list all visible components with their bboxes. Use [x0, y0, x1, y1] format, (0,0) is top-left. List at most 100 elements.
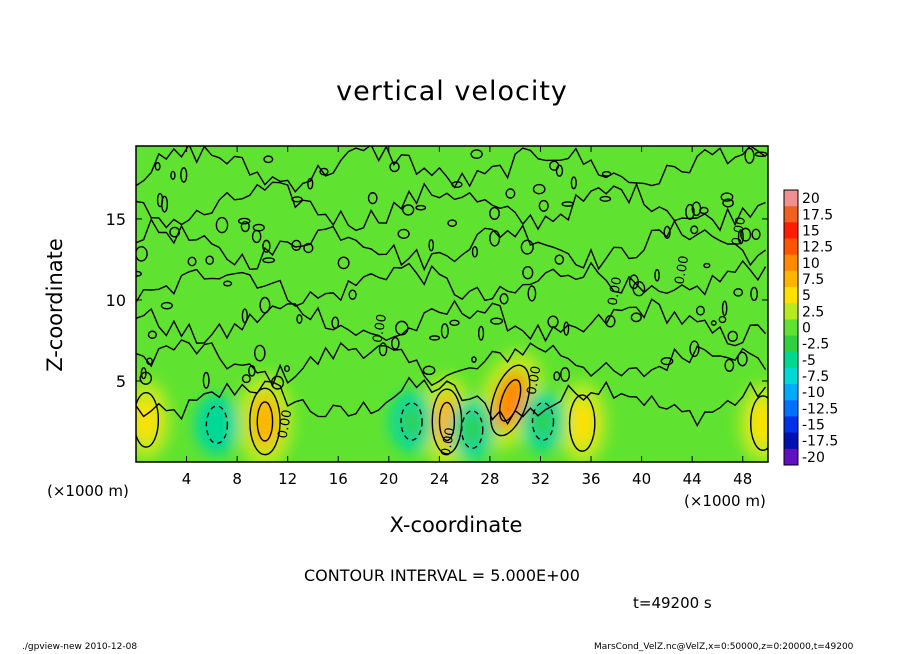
negative-contour [205, 405, 229, 445]
contour-cell [440, 323, 449, 339]
contour-cell [161, 195, 169, 213]
contour-cell [471, 356, 477, 363]
contour-cell [710, 320, 717, 326]
contour-cell [538, 199, 549, 212]
contour-cell [721, 300, 728, 317]
colorbar-swatch [784, 335, 798, 353]
field-core [207, 409, 227, 441]
contour-cell [253, 344, 266, 362]
contour-cell [402, 204, 415, 216]
zero-contour [136, 259, 767, 307]
contour-cell [489, 229, 501, 247]
contour-cell [170, 170, 176, 180]
contour-cell [391, 336, 400, 350]
field-core [492, 371, 528, 430]
y-tick-label: 10 [106, 291, 126, 310]
contour-cell [451, 181, 463, 189]
footer-data-source: MarsCond_VelZ.nc@VelZ,x=0:50000,z=0:2000… [594, 642, 854, 652]
contour-cell [601, 171, 612, 177]
contour-cell [422, 365, 436, 376]
contour-label: 0.00 [439, 426, 459, 457]
contour-cell [262, 239, 271, 253]
field-core [570, 400, 594, 447]
contour-cell [489, 206, 500, 221]
contour-cell [428, 239, 435, 252]
x-axis: 4 8 12 16 20 24 28 32 36 40 44 48 [182, 146, 752, 488]
contour-label: 0.00 [525, 365, 545, 396]
field-core [250, 394, 280, 449]
negative-contour [400, 402, 423, 441]
contour-cell [744, 147, 755, 164]
contour-cell [532, 183, 546, 195]
contour-cell [737, 351, 748, 367]
contour-cell [751, 228, 761, 240]
contour-cell [570, 176, 577, 190]
contour-cell [505, 188, 516, 199]
contour-cell [146, 357, 153, 366]
colorbar-swatch [784, 400, 798, 417]
colorbar-swatch [784, 270, 798, 288]
colorbar-label: 12.5 [802, 240, 833, 256]
contour-cell [331, 316, 340, 329]
contour-cell [240, 220, 250, 233]
colorbar-frame [783, 189, 799, 466]
contour-cell [397, 228, 410, 239]
colorbar-swatch [784, 384, 798, 401]
contour-cell [477, 325, 485, 341]
colorbar-label: 10 [802, 256, 820, 272]
contour-cell [136, 246, 148, 262]
contour-cell [237, 217, 251, 225]
contour-cell [429, 335, 441, 341]
x-tick-label: 40 [632, 470, 651, 488]
contour-cell [307, 177, 314, 190]
x-tick-label: 12 [278, 470, 297, 488]
contour-cell [471, 245, 478, 258]
contour-cell [604, 314, 616, 328]
contour-cell [563, 321, 570, 336]
colorbar-swatch [784, 254, 798, 272]
contour-cell [737, 229, 744, 245]
contour-cell [389, 161, 400, 173]
x-unit-label-right: (×1000 m) [684, 492, 766, 510]
contour-cell [740, 227, 752, 242]
contour-cell [270, 375, 285, 390]
contour-label: 0.00 [606, 276, 626, 307]
chart-title: vertical velocity [336, 76, 568, 107]
contour-labels: 0.00 0.00 0.00 0.00 0.00 0.00 0.00 [276, 216, 750, 458]
y-axis-label: Z-coordinate [43, 238, 67, 372]
contour-cell [685, 203, 695, 220]
contour-cell [291, 196, 303, 203]
field-core [401, 406, 422, 437]
plot-frame [135, 145, 769, 463]
plot-area: 0.000.000.000.000.000.000.00 4 8 12 16 20 24 2… [106, 145, 769, 488]
contour-cell [654, 268, 660, 282]
contour-cell [470, 149, 483, 160]
colorbar-label: -2.5 [802, 337, 829, 353]
colorbar-label: 17.5 [802, 207, 833, 223]
contour-cell [547, 315, 559, 329]
contour-cell [296, 314, 303, 324]
contour-cell [187, 256, 197, 267]
positive-contour [489, 364, 531, 437]
colorbar-swatch [784, 448, 798, 466]
colorbar-swatch [784, 351, 798, 369]
contour-cell [663, 225, 671, 239]
colorbar-label: -20 [802, 450, 825, 466]
contour-cell [291, 239, 302, 251]
zero-contour [136, 339, 767, 388]
negative-contour [531, 402, 555, 441]
x-tick-label: 24 [430, 470, 449, 488]
zero-contour [136, 181, 766, 232]
colorbar-label: 0 [802, 321, 811, 337]
colorbar-swatch [784, 367, 798, 385]
positive-contour-inner [256, 401, 274, 442]
contour-cell [549, 160, 560, 171]
footer-program-info: ./gpview-new 2010-12-08 [22, 642, 138, 652]
colorbar-label: -17.5 [802, 434, 838, 450]
contour-cell [139, 371, 153, 385]
y-tick-label: 5 [116, 372, 126, 391]
colorbar-label: 7.5 [802, 272, 824, 288]
contour-cell [415, 204, 427, 211]
contour-cell [690, 225, 699, 235]
